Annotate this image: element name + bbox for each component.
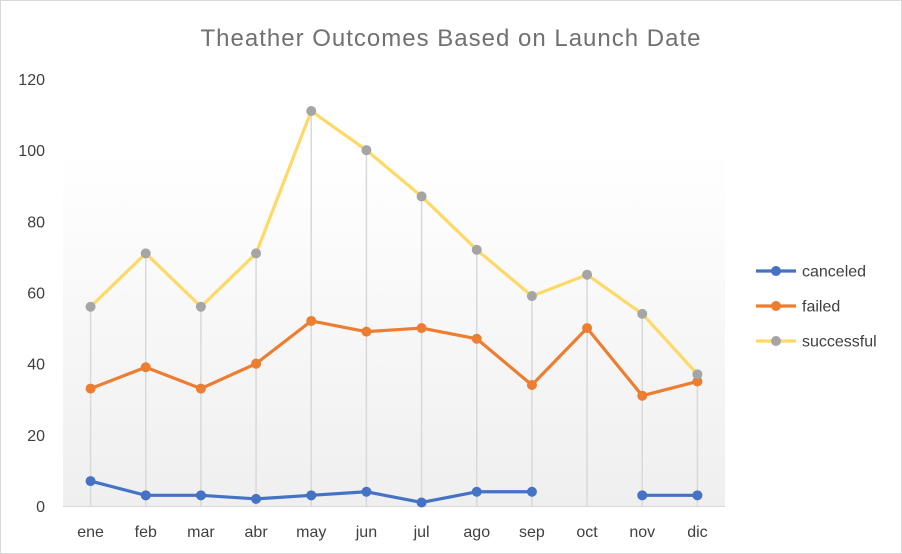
data-point-successful bbox=[251, 248, 262, 259]
data-point-successful bbox=[637, 308, 648, 319]
chart-title: Theather Outcomes Based on Launch Date bbox=[201, 25, 702, 52]
data-point-canceled bbox=[637, 490, 648, 501]
drop-lines bbox=[89, 111, 699, 506]
data-point-failed bbox=[85, 383, 96, 394]
data-point-canceled bbox=[195, 490, 206, 501]
legend: canceled failed successful bbox=[756, 264, 877, 351]
x-tick-label: abr bbox=[245, 524, 269, 541]
data-point-failed bbox=[471, 333, 482, 344]
x-tick-label: feb bbox=[135, 524, 157, 541]
data-point-canceled bbox=[416, 497, 427, 508]
data-point-successful bbox=[692, 369, 703, 380]
data-point-failed bbox=[306, 315, 317, 326]
data-point-successful bbox=[416, 191, 427, 202]
y-tick-label: 80 bbox=[27, 214, 45, 231]
legend-label: canceled bbox=[802, 264, 866, 281]
x-axis: ene feb mar abr may jun jul ago sep oct nov dic bbox=[63, 506, 725, 541]
series-markers bbox=[85, 106, 703, 508]
data-point-failed bbox=[195, 383, 206, 394]
data-point-canceled bbox=[526, 486, 537, 497]
data-point-successful bbox=[361, 145, 372, 156]
y-tick-label: 0 bbox=[36, 499, 45, 516]
y-tick-label: 40 bbox=[27, 357, 45, 374]
x-tick-label: jun bbox=[355, 524, 377, 541]
legend-item-failed: failed bbox=[756, 299, 840, 316]
data-point-failed bbox=[692, 376, 703, 387]
data-point-failed bbox=[582, 323, 593, 334]
x-tick-label: dic bbox=[687, 524, 707, 541]
data-point-failed bbox=[416, 323, 427, 334]
data-point-successful bbox=[306, 106, 317, 117]
data-point-canceled bbox=[85, 476, 96, 487]
legend-item-successful: successful bbox=[756, 334, 877, 351]
legend-swatch-marker bbox=[771, 301, 781, 311]
x-tick-label: sep bbox=[519, 524, 545, 541]
y-tick-label: 100 bbox=[18, 143, 45, 160]
x-tick-label: may bbox=[296, 524, 326, 541]
data-point-canceled bbox=[471, 486, 482, 497]
data-point-failed bbox=[637, 390, 648, 401]
data-point-successful bbox=[85, 301, 96, 312]
y-tick-label: 20 bbox=[27, 428, 45, 445]
series-line-failed bbox=[88, 319, 700, 398]
data-point-canceled bbox=[361, 486, 372, 497]
x-tick-label: ago bbox=[463, 524, 490, 541]
data-point-successful bbox=[471, 244, 482, 255]
y-axis: 0 20 40 60 80 100 120 bbox=[18, 72, 45, 516]
data-point-canceled bbox=[692, 490, 703, 501]
legend-label: failed bbox=[802, 299, 840, 316]
data-point-canceled bbox=[140, 490, 151, 501]
legend-item-canceled: canceled bbox=[756, 264, 866, 281]
x-tick-label: nov bbox=[629, 524, 655, 541]
y-tick-label: 120 bbox=[18, 72, 45, 89]
x-tick-label: mar bbox=[187, 524, 215, 541]
data-point-successful bbox=[140, 248, 151, 259]
y-tick-label: 60 bbox=[27, 286, 45, 303]
series-line-successful bbox=[88, 109, 700, 376]
legend-label: successful bbox=[802, 334, 877, 351]
data-point-successful bbox=[526, 291, 537, 302]
legend-swatch-marker bbox=[771, 266, 781, 276]
data-point-successful bbox=[195, 301, 206, 312]
legend-swatch-marker bbox=[771, 336, 781, 346]
data-point-failed bbox=[526, 380, 537, 391]
x-tick-label: oct bbox=[576, 524, 598, 541]
x-tick-label: jul bbox=[413, 524, 430, 541]
data-point-successful bbox=[582, 269, 593, 280]
data-point-canceled bbox=[306, 490, 317, 501]
data-point-canceled bbox=[251, 493, 262, 504]
data-point-failed bbox=[361, 326, 372, 337]
data-point-failed bbox=[251, 358, 262, 369]
data-point-failed bbox=[140, 362, 151, 373]
x-tick-label: ene bbox=[77, 524, 104, 541]
